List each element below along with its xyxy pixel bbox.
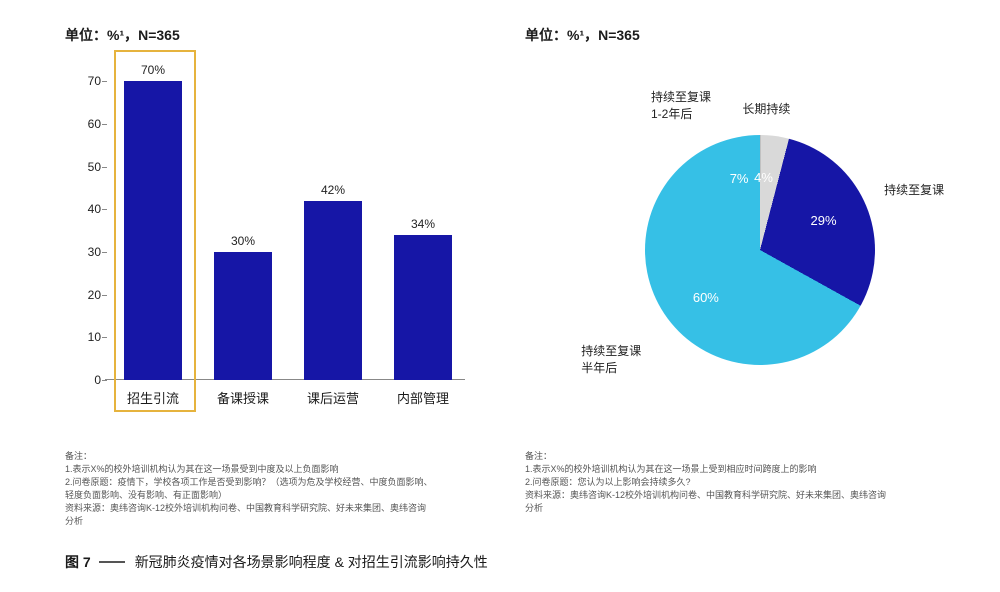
bar-ytick: 0 [75,373,101,387]
pie-slice-value: 60% [693,290,719,305]
bar-chart: 01020304050607070%招生引流30%备课授课42%课后运营34%内… [65,60,470,410]
note-line: 轻度负面影响、没有影响、有正面影响） [65,489,475,502]
note-line: 2.问卷原题：疫情下，学校各项工作是否受到影响？（选项为危及学校经营、中度负面影… [65,476,475,489]
pie-slice-value: 4% [754,170,773,185]
bar-ytick: 10 [75,330,101,344]
bar: 42%课后运营 [304,60,362,380]
note-line: 备注： [525,450,935,463]
figure-caption: 图 7 新冠肺炎疫情对各场景影响程度 & 对招生引流影响持久性 [65,552,488,572]
bar-ytick: 70 [75,74,101,88]
page: 单位：%¹，N=365 01020304050607070%招生引流30%备课授… [0,0,1000,592]
bar-ytick: 50 [75,160,101,174]
note-line: 分析 [525,502,935,515]
note-line: 分析 [65,515,475,528]
pie-chart: 7%持续至复课1-2年后4%长期持续29%持续至复课60%持续至复课半年后 [580,90,940,410]
notes-right: 备注：1.表示X%的校外培训机构认为其在这一场景上受到相应时间跨度上的影响2.问… [525,450,935,515]
bar-fill [304,201,362,380]
pie-panel-title: 单位：%¹，N=365 [525,25,640,45]
bar-ytick: 40 [75,202,101,216]
pie-slice-label: 持续至复课半年后 [581,342,641,376]
figure-caption-label: 图 7 [65,552,91,572]
bar: 34%内部管理 [394,60,452,380]
figure-caption-text: 新冠肺炎疫情对各场景影响程度 & 对招生引流影响持久性 [135,552,488,572]
note-line: 2.问卷原题：您认为以上影响会持续多久? [525,476,935,489]
note-line: 资料来源：奥纬咨询K-12校外培训机构问卷、中国教育科学研究院、好未来集团、奥纬… [525,489,935,502]
bar-axis-area: 01020304050607070%招生引流30%备课授课42%课后运营34%内… [105,60,465,380]
bar-panel-title: 单位：%¹，N=365 [65,25,180,45]
bar-fill [394,235,452,380]
note-line: 1.表示X%的校外培训机构认为其在这一场景受到中度及以上负面影响 [65,463,475,476]
note-line: 资料来源：奥纬咨询K-12校外培训机构问卷、中国教育科学研究院、好未来集团、奥纬… [65,502,475,515]
bar-ytick: 20 [75,288,101,302]
figure-caption-dash [99,561,125,563]
pie-slice-value: 7% [730,171,749,186]
bar-highlight-box [114,50,196,412]
bar-value-label: 34% [394,217,452,231]
bar-value-label: 30% [214,234,272,248]
bar-fill [214,252,272,380]
bar: 30%备课授课 [214,60,272,380]
bar-ytick: 30 [75,245,101,259]
pie-slice-value: 29% [811,213,837,228]
bar-ytick: 60 [75,117,101,131]
pie-slice-label: 长期持续 [742,100,790,117]
note-line: 备注： [65,450,475,463]
note-line: 1.表示X%的校外培训机构认为其在这一场景上受到相应时间跨度上的影响 [525,463,935,476]
notes-left: 备注：1.表示X%的校外培训机构认为其在这一场景受到中度及以上负面影响2.问卷原… [65,450,475,528]
bar-value-label: 42% [304,183,362,197]
pie-slice-label: 持续至复课1-2年后 [651,88,711,122]
bar-category-label: 内部管理 [363,388,483,407]
pie-slice-label: 持续至复课 [884,181,944,198]
